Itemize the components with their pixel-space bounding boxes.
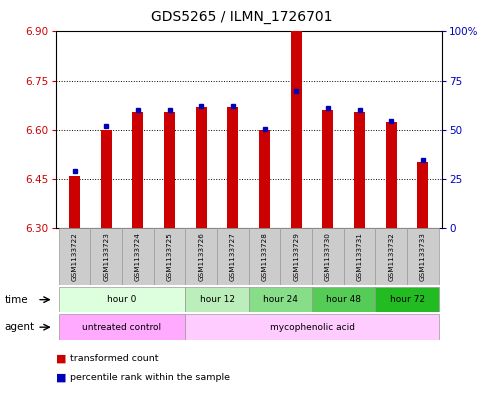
Text: ■: ■ — [56, 372, 66, 382]
Bar — [185, 287, 249, 312]
Bar — [375, 287, 439, 312]
Bar — [322, 110, 333, 228]
Text: GSM1133728: GSM1133728 — [262, 232, 268, 281]
Text: untreated control: untreated control — [83, 323, 162, 332]
Bar — [281, 228, 312, 285]
Bar — [59, 228, 90, 285]
Text: GSM1133726: GSM1133726 — [198, 232, 204, 281]
Text: GSM1133727: GSM1133727 — [230, 232, 236, 281]
Bar — [344, 228, 375, 285]
Text: hour 72: hour 72 — [390, 295, 425, 304]
Text: GSM1133725: GSM1133725 — [167, 232, 172, 281]
Bar — [185, 314, 439, 340]
Bar — [59, 287, 185, 312]
Bar — [291, 28, 302, 228]
Text: hour 12: hour 12 — [199, 295, 235, 304]
Text: GSM1133722: GSM1133722 — [71, 232, 78, 281]
Bar — [312, 287, 375, 312]
Bar — [122, 228, 154, 285]
Bar — [227, 107, 239, 228]
Text: GDS5265 / ILMN_1726701: GDS5265 / ILMN_1726701 — [151, 10, 332, 24]
Text: time: time — [5, 295, 28, 305]
Bar — [249, 228, 281, 285]
Text: GSM1133723: GSM1133723 — [103, 232, 109, 281]
Bar — [249, 287, 312, 312]
Bar — [417, 162, 428, 228]
Bar — [185, 228, 217, 285]
Text: hour 0: hour 0 — [107, 295, 137, 304]
Text: mycophenolic acid: mycophenolic acid — [270, 323, 355, 332]
Bar — [164, 112, 175, 228]
Bar — [375, 228, 407, 285]
Bar — [312, 228, 344, 285]
Text: agent: agent — [5, 322, 35, 332]
Bar — [100, 130, 112, 228]
Bar — [196, 107, 207, 228]
Text: GSM1133724: GSM1133724 — [135, 232, 141, 281]
Bar — [217, 228, 249, 285]
Bar — [59, 314, 185, 340]
Text: GSM1133733: GSM1133733 — [420, 232, 426, 281]
Text: GSM1133732: GSM1133732 — [388, 232, 394, 281]
Text: GSM1133731: GSM1133731 — [356, 232, 363, 281]
Text: hour 24: hour 24 — [263, 295, 298, 304]
Bar — [90, 228, 122, 285]
Text: transformed count: transformed count — [70, 354, 158, 363]
Bar — [354, 112, 365, 228]
Bar — [386, 123, 397, 228]
Bar — [69, 176, 80, 228]
Bar — [259, 130, 270, 228]
Text: GSM1133730: GSM1133730 — [325, 232, 331, 281]
Bar — [407, 228, 439, 285]
Text: percentile rank within the sample: percentile rank within the sample — [70, 373, 230, 382]
Bar — [132, 112, 143, 228]
Text: hour 48: hour 48 — [326, 295, 361, 304]
Text: GSM1133729: GSM1133729 — [293, 232, 299, 281]
Text: ■: ■ — [56, 353, 66, 364]
Bar — [154, 228, 185, 285]
